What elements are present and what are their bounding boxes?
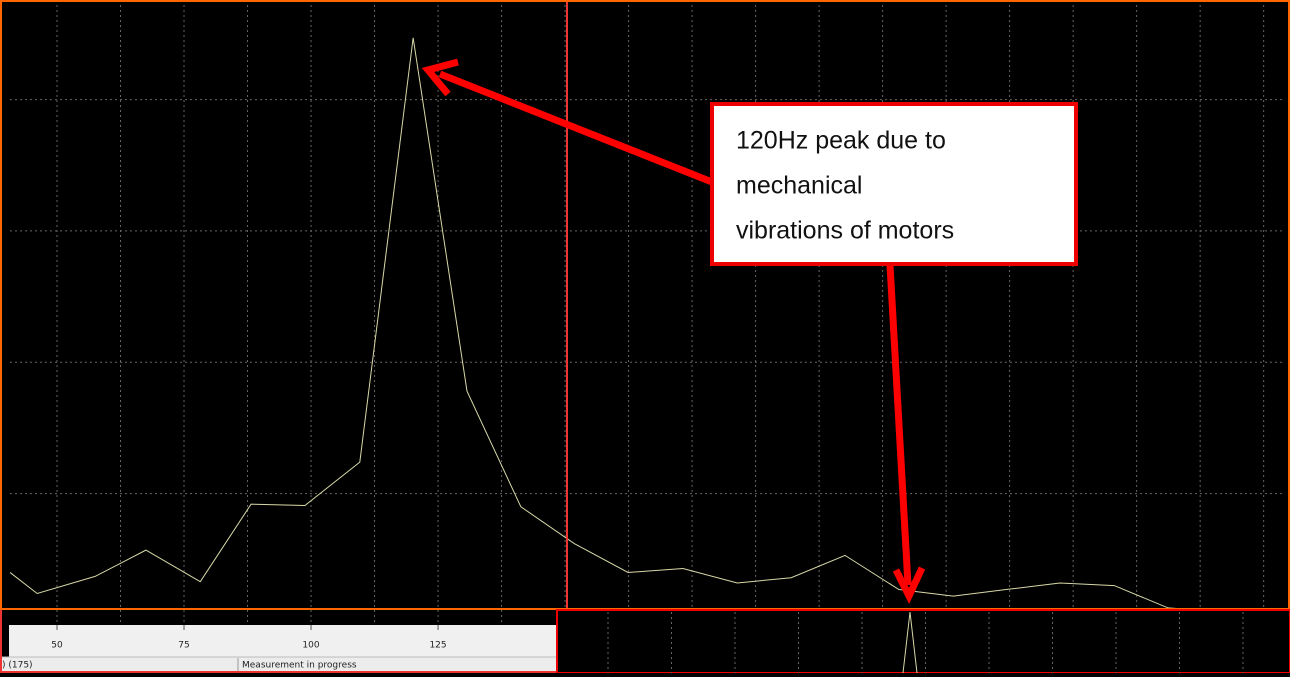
inset-panel (556, 609, 1290, 674)
arrow-line (886, 264, 912, 586)
grid (10, 5, 1285, 625)
arrows (421, 58, 926, 605)
arrow-head (892, 566, 926, 605)
x-tick-label: 100 (302, 641, 319, 651)
status-right: Measurement in progress (242, 661, 357, 671)
x-ticks: 50 75 100 125 (51, 625, 447, 651)
status-left: ) (175) (2, 661, 33, 671)
arrow-line (438, 70, 714, 186)
x-axis-panel (9, 625, 557, 657)
x-tick-label: 75 (178, 641, 189, 651)
x-tick-label: 50 (51, 641, 63, 651)
annotation: 120Hz peak due to mechanical vibrations of… (736, 127, 954, 245)
annotation-line: 120Hz peak due to (736, 127, 946, 155)
annotation-line: vibrations of motors (736, 217, 954, 245)
plot (10, 37, 1223, 613)
arrow-head (421, 58, 459, 97)
inset-spike (902, 611, 918, 674)
inset-grid (607, 612, 1244, 673)
x-tick-label: 125 (429, 641, 446, 651)
annotation-box (710, 102, 1078, 266)
annotation-line: mechanical (736, 172, 862, 200)
spectrum-line (10, 37, 1223, 613)
